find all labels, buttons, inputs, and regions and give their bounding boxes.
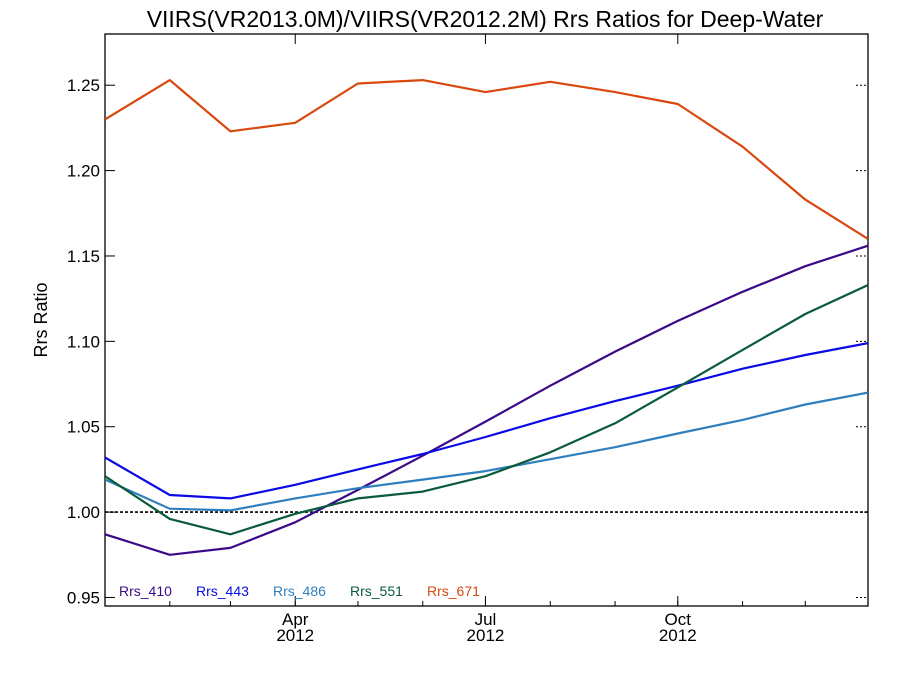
series-line-rrs-671 xyxy=(105,78,868,240)
legend-item-rrs-551: Rrs_551 xyxy=(350,583,403,599)
x-tick-label-year: 2012 xyxy=(467,626,505,645)
series-line-rrs-551 xyxy=(105,284,868,536)
legend: Rrs_410 Rrs_443 Rrs_486 Rrs_551 Rrs_671 xyxy=(119,583,480,599)
y-axis-label: Rrs Ratio xyxy=(31,282,51,357)
x-tick-label-month: Oct xyxy=(665,610,692,629)
y-axis: 0.95 1.00 1.05 1.10 1.15 1.20 1.25 xyxy=(67,76,868,607)
x-tick-label-year: 2012 xyxy=(659,626,697,645)
chart-title: VIIRS(VR2013.0M)/VIIRS(VR2012.2M) Rrs Ra… xyxy=(147,6,824,32)
legend-item-rrs-671: Rrs_671 xyxy=(427,583,480,599)
y-tick-label: 1.25 xyxy=(67,76,100,95)
plot-frame xyxy=(104,33,869,607)
x-tick-label-year: 2012 xyxy=(276,626,314,645)
x-tick-label-month: Apr xyxy=(282,610,309,629)
series-line-rrs-443 xyxy=(105,342,868,500)
y-tick-label: 1.15 xyxy=(67,247,100,266)
series-line-rrs-486 xyxy=(105,391,868,512)
y-tick-label: 1.20 xyxy=(67,162,100,181)
y-tick-label: 0.95 xyxy=(67,588,100,607)
legend-item-rrs-486: Rrs_486 xyxy=(273,583,326,599)
y-tick-label: 1.05 xyxy=(67,418,100,437)
legend-item-rrs-410: Rrs_410 xyxy=(119,583,172,599)
y-tick-label: 1.00 xyxy=(67,503,100,522)
series-line-rrs-410 xyxy=(105,244,868,556)
x-tick-label-month: Jul xyxy=(475,610,497,629)
y-tick-label: 1.10 xyxy=(67,332,100,351)
legend-item-rrs-443: Rrs_443 xyxy=(196,583,249,599)
series-lines xyxy=(105,78,868,556)
